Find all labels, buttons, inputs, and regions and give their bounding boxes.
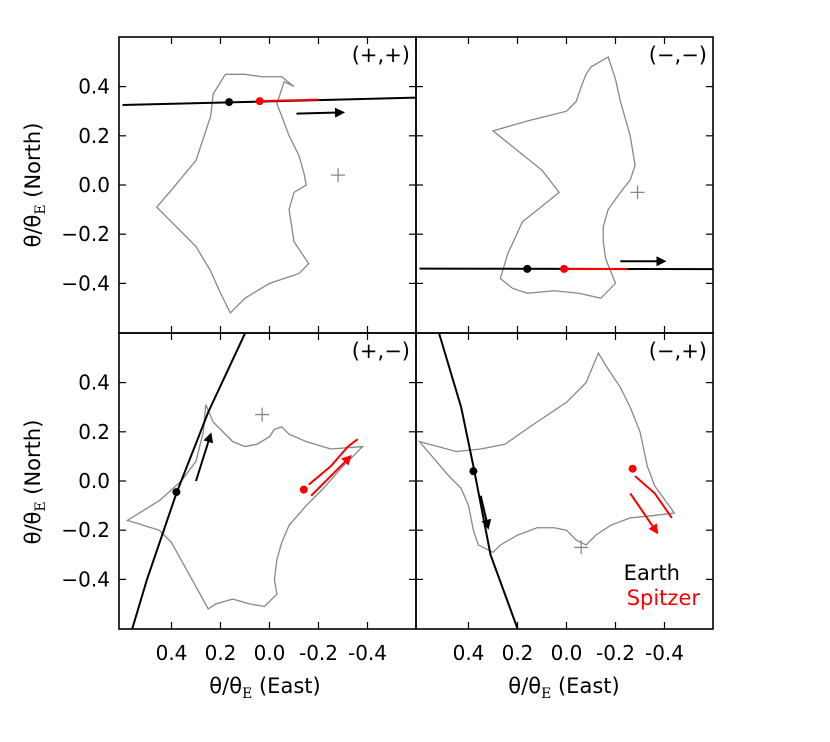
lens-position-marker bbox=[331, 168, 346, 183]
x-axis-label-left: θ/θE (East) bbox=[209, 674, 320, 702]
y-tick-label: 0.0 bbox=[78, 173, 110, 197]
y-tick-label: 0.4 bbox=[78, 75, 110, 99]
spitzer-point bbox=[560, 264, 569, 273]
earth-trajectory bbox=[438, 333, 519, 629]
earth-point bbox=[523, 264, 532, 273]
panels-layer: (+,+) 0.4 0.2 0.0 −0.2 −0.4 (−,−) (+,−) 0.4 0.2 0.… bbox=[61, 36, 714, 665]
spitzer-trajectory bbox=[308, 438, 359, 486]
x-tick-label: 0.2 bbox=[502, 641, 534, 665]
legend-spitzer: Spitzer bbox=[627, 586, 701, 610]
y-tick-label: −0.2 bbox=[61, 518, 110, 542]
y-tick-label: 0.2 bbox=[78, 124, 110, 148]
spitzer-direction-arrow bbox=[629, 492, 659, 535]
x-tick-label: -0.2 bbox=[596, 641, 635, 665]
spitzer-trajectory bbox=[259, 98, 319, 103]
lens-position-marker bbox=[255, 407, 270, 422]
x-tick-label: 0.2 bbox=[205, 641, 237, 665]
earth-point bbox=[225, 98, 234, 107]
spitzer-point bbox=[299, 485, 308, 494]
panel-label: (−,−) bbox=[649, 43, 707, 67]
panel-frame bbox=[118, 36, 417, 334]
panel-label: (−,+) bbox=[649, 339, 707, 363]
panel-1: (+,+) 0.4 0.2 0.0 −0.2 −0.4 bbox=[61, 36, 417, 334]
panel-label: (+,+) bbox=[352, 43, 410, 67]
earth-direction-arrow bbox=[195, 432, 214, 482]
lens-position-marker bbox=[630, 185, 645, 200]
panel-frame bbox=[118, 332, 417, 630]
spitzer-trajectory bbox=[634, 475, 673, 519]
earth-point bbox=[469, 467, 478, 476]
lens-position-marker bbox=[574, 540, 589, 555]
earth-direction-arrow bbox=[479, 495, 492, 530]
x-tick-label: 0.0 bbox=[254, 641, 286, 665]
earth-trajectory bbox=[131, 333, 246, 629]
panel-2: (−,−) bbox=[415, 36, 714, 334]
x-tick-label: 0.0 bbox=[551, 641, 583, 665]
x-tick-label: -0.4 bbox=[645, 641, 684, 665]
x-tick-label: 0.4 bbox=[453, 641, 485, 665]
y-tick-label: 0.4 bbox=[78, 371, 110, 395]
panel-frame bbox=[415, 36, 714, 334]
spitzer-point bbox=[255, 97, 264, 106]
x-tick-label: -0.2 bbox=[299, 641, 338, 665]
caustic-curve bbox=[491, 56, 636, 299]
x-tick-label: -0.4 bbox=[348, 641, 387, 665]
panel-4: (−,+) 0.4 0.2 0.0 -0.2 -0.4 bbox=[415, 332, 714, 665]
y-tick-label: 0.0 bbox=[78, 469, 110, 493]
caustic-curve bbox=[125, 404, 365, 610]
spitzer-point bbox=[628, 464, 637, 473]
direction-arrow bbox=[296, 107, 345, 118]
caustic-curve bbox=[155, 73, 310, 315]
panel-plot-area bbox=[419, 56, 713, 299]
panel-label: (+,−) bbox=[352, 339, 410, 363]
y-tick-label: −0.4 bbox=[61, 271, 110, 295]
caustic-curve bbox=[417, 351, 676, 554]
y-tick-label: −0.2 bbox=[61, 222, 110, 246]
earth-point bbox=[172, 488, 181, 497]
y-tick-label: −0.4 bbox=[61, 567, 110, 591]
y-tick-label: 0.2 bbox=[78, 420, 110, 444]
panel-plot-area bbox=[122, 73, 416, 315]
legend-earth: Earth bbox=[624, 561, 680, 585]
x-tick-label: 0.4 bbox=[156, 641, 188, 665]
y-axis-label-top: θ/θE (North) bbox=[21, 123, 49, 248]
panel-plot-area bbox=[125, 333, 365, 629]
y-axis-label-bottom: θ/θE (North) bbox=[21, 420, 49, 545]
spitzer-direction-arrow bbox=[310, 454, 352, 497]
panel-plot-area bbox=[417, 333, 676, 629]
panel-3: (+,−) 0.4 0.2 0.0 −0.2 −0.4 0.4 0.2 0.0 -0.2 -0.4 bbox=[61, 332, 417, 665]
x-axis-label-right: θ/θE (East) bbox=[508, 674, 619, 702]
